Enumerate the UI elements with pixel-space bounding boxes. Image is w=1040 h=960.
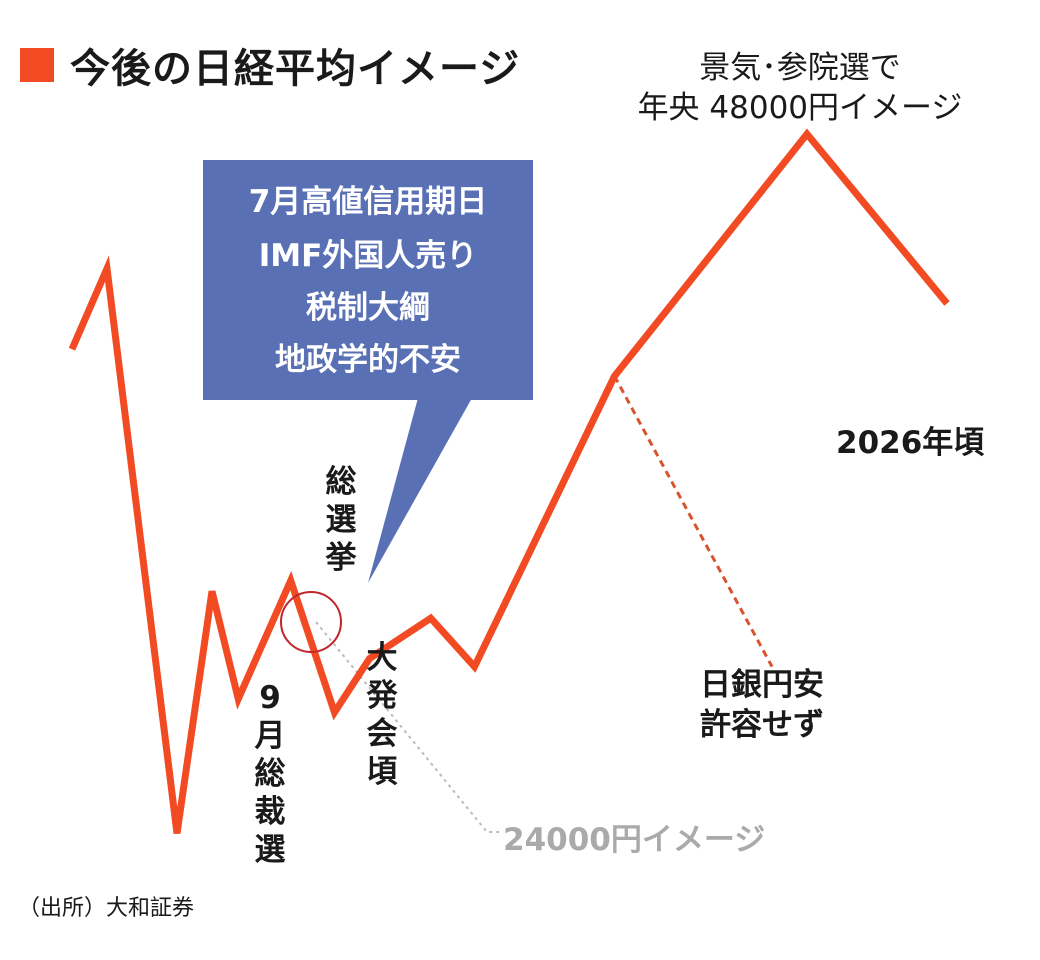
sept-label: 9 月 総 裁 選 xyxy=(255,680,286,868)
boj-label-2: 許容せず xyxy=(700,707,824,743)
title-marker xyxy=(20,48,54,82)
peak-label-2: 年央 48000円イメージ xyxy=(638,90,963,126)
election-char: 選 xyxy=(326,502,357,538)
election-label: 総 選 挙 xyxy=(326,464,357,576)
title-block: 今後の日経平均イメージ xyxy=(20,36,520,94)
callout-line-2: IMF外国人売り xyxy=(259,238,478,274)
daihatsukai-char: 大 xyxy=(367,640,398,676)
source-note: （出所）大和証券 xyxy=(18,896,195,921)
sept-char: 選 xyxy=(255,832,286,868)
callout-line-1: 7月高値信用期日 xyxy=(249,184,488,220)
sept-char: 月 xyxy=(255,718,286,754)
sept-char: 9 xyxy=(259,680,281,716)
low-scenario-leader xyxy=(315,621,500,833)
election-circle xyxy=(280,591,342,653)
callout-line-3: 税制大綱 xyxy=(306,290,430,326)
nikkei-series-line xyxy=(68,128,950,834)
sept-char: 裁 xyxy=(255,794,286,830)
callout-pointer xyxy=(368,398,472,583)
peak-label-1: 景気･参院選で xyxy=(699,50,901,86)
daihatsukai-char: 会 xyxy=(367,716,398,752)
boj-branch-line xyxy=(613,375,774,668)
callout-box xyxy=(203,160,533,400)
page-title: 今後の日経平均イメージ xyxy=(70,46,521,92)
election-char: 総 xyxy=(326,464,357,500)
daihatsukai-char: 頃 xyxy=(367,754,398,790)
daihatsukai-char: 発 xyxy=(366,678,399,714)
callout-line-4: 地政学的不安 xyxy=(275,342,461,378)
daihatsukai-label: 大 発 会 頃 xyxy=(366,640,399,790)
end-label: 2026年頃 xyxy=(836,425,984,461)
sept-char: 総 xyxy=(255,756,286,792)
low-scenario-label: 24000円イメージ xyxy=(503,822,765,858)
boj-label-1: 日銀円安 xyxy=(700,667,824,703)
election-char: 挙 xyxy=(326,540,357,576)
